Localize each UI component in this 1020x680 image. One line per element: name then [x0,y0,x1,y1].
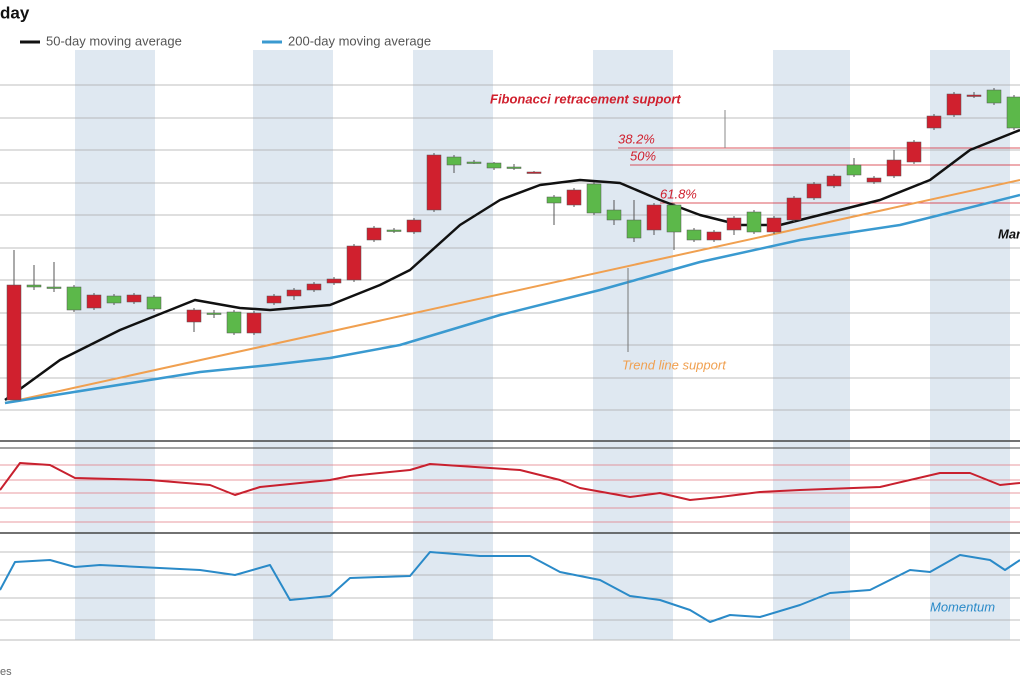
source-note: es [0,666,12,678]
fibonacci-level-label: 61.8% [660,186,697,201]
candle-body [786,197,802,221]
candle-body [806,183,822,199]
candle-body [186,309,202,323]
candle-body [426,154,442,211]
candle-body [466,161,482,164]
candle-body [666,204,682,233]
candle-body [706,231,722,241]
candle-body [206,312,222,315]
trend-line [4,179,1020,404]
candle-body [866,177,882,183]
candle-body [566,189,582,206]
candle-body [366,227,382,241]
candle-body [66,286,82,311]
candle-body [246,312,262,334]
candle-body [886,159,902,177]
candle-body [626,219,642,239]
fibonacci-level-label: 50% [630,148,656,163]
candle-body [846,164,862,176]
candle-body [726,217,742,231]
candle-body [146,296,162,310]
candle-body [946,93,962,116]
candle-body [646,204,662,231]
plot-area [0,84,1020,623]
candle-body [986,89,1002,104]
candle-body [506,166,522,169]
fibonacci-level-label: 38.2% [618,131,655,146]
candle-body [46,286,62,289]
candle-body [906,141,922,163]
candle-body [226,311,242,334]
candle-body [26,284,42,288]
candle-body [446,156,462,166]
candle-body [286,289,302,297]
candle-body [826,175,842,187]
momentum-label: Momentum [930,599,995,614]
chart-title: day [0,3,30,22]
moving-average-line [4,193,1020,405]
candle-body [6,284,22,401]
candle-body [126,294,142,303]
candle-body [746,211,762,233]
legend-label: 200-day moving average [288,33,431,48]
annotation: Mar [998,226,1020,241]
candle-body [606,209,622,221]
moving-average-line [4,128,1020,402]
candle-body [586,183,602,214]
candle-body [966,94,982,97]
momentum-line [0,551,1020,623]
rsi-line [0,462,1020,501]
candle-body [306,283,322,291]
candle-body [346,245,362,281]
trend-line-label: Trend line support [622,357,727,372]
candle-body [266,295,282,304]
candle-body [406,219,422,233]
candle-body [926,115,942,129]
candle-body [386,229,402,232]
fibonacci-label: Fibonacci retracement support [490,91,681,106]
candle-body [86,294,102,309]
candle-body [766,217,782,233]
legend-label: 50-day moving average [46,33,182,48]
candle-body [526,171,542,174]
candle-body [686,229,702,241]
candle-body [1006,96,1020,129]
candle-body [106,295,122,304]
candle-body [486,162,502,169]
candle-body [326,278,342,284]
candle-body [546,196,562,204]
